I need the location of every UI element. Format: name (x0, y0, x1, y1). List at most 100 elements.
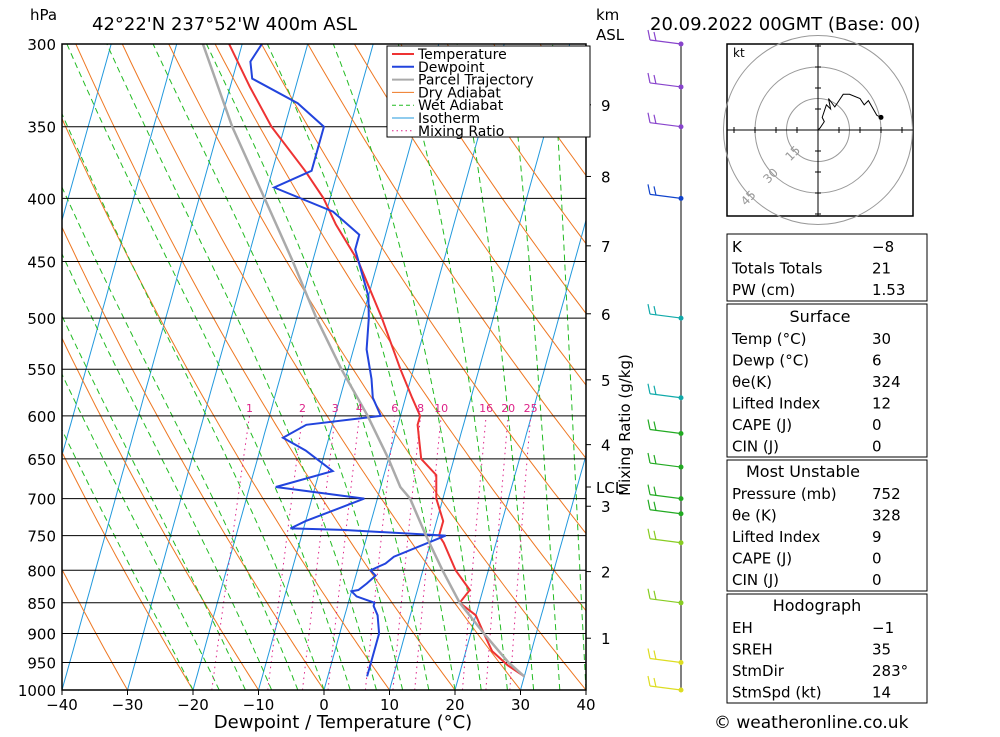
pressure-tick-label: 950 (27, 654, 56, 672)
height-tick-label: 2 (601, 564, 611, 582)
x-tick-label: 40 (576, 696, 595, 714)
wind-level-dot (679, 496, 684, 501)
hodograph-row-label: EH (732, 619, 753, 637)
mixing-ratio-tick-label: 2 (299, 402, 306, 415)
pressure-tick-label: 400 (27, 190, 56, 208)
copyright-text: © weatheronline.co.uk (714, 713, 909, 733)
location-title: 42°22'N 237°52'W 400m ASL (92, 14, 357, 35)
most-unstable-row-value: 0 (872, 550, 882, 568)
surface-row-value: 0 (872, 416, 882, 434)
wind-level-dot (679, 84, 684, 89)
km-unit-label: km (596, 6, 619, 24)
mixing-ratio-tick-label: 25 (524, 402, 538, 415)
pressure-tick-label: 750 (27, 528, 56, 546)
pressure-tick-label: 850 (27, 595, 56, 613)
isobars (62, 44, 586, 690)
surface-row-value: 6 (872, 352, 882, 370)
wind-level-dot (679, 316, 684, 321)
hodograph-end-dot (879, 115, 884, 120)
isotherm-line (455, 44, 635, 690)
wind-barb-feather (654, 531, 656, 540)
height-tick-label: 3 (601, 498, 611, 516)
most-unstable-row-label: Lifted Index (732, 528, 820, 546)
height-tick-label: 7 (601, 238, 611, 256)
wind-barb-feather (648, 304, 650, 314)
mixing-ratio-tick-label: 10 (434, 402, 448, 415)
hodograph-unit-label: kt (733, 46, 745, 60)
mixing-ratio-tick-label: 16 (479, 402, 493, 415)
mixing-ratio-tick-label: 3 (332, 402, 339, 415)
surface-row-value: 0 (872, 438, 882, 456)
wind-barb-feather (648, 676, 650, 686)
height-tick-label: 5 (601, 372, 611, 390)
most-unstable-row-label: CAPE (J) (732, 550, 792, 568)
surface-row-label: θe(K) (732, 373, 772, 391)
hodograph-row-label: StmSpd (kt) (732, 684, 822, 702)
wind-barb-feather (654, 591, 656, 600)
surface-heading: Surface (790, 307, 851, 326)
hodograph-row-value: 35 (872, 641, 891, 659)
pressure-tick-label: 350 (27, 119, 56, 137)
hpa-unit-label: hPa (30, 6, 57, 24)
wind-barb-feather (648, 648, 650, 658)
dry-adiabat-line (169, 44, 586, 690)
surface-row-label: CAPE (J) (732, 416, 792, 434)
wind-barb-feather (654, 186, 656, 195)
surface-row-value: 324 (872, 373, 901, 391)
wind-barb-shaft (650, 394, 681, 398)
wind-barb-shaft (650, 314, 681, 318)
pressure-tick-label: 600 (27, 408, 56, 426)
plot-frame (62, 44, 586, 690)
most-unstable-heading: Most Unstable (746, 462, 860, 481)
wet-adiabat-line (67, 44, 350, 690)
wind-barb-feather (648, 529, 650, 539)
height-tick-label: 4 (601, 437, 611, 455)
isotherm-line (259, 44, 439, 690)
wind-level-dot (679, 660, 684, 665)
dry-adiabat-line (958, 44, 1000, 690)
mixing-ratio-tick-label: 6 (391, 402, 398, 415)
mixing-ratio-line (303, 416, 336, 690)
pressure-tick-label: 300 (27, 36, 56, 54)
wind-level-dot (679, 688, 684, 693)
wind-barb-shaft (650, 539, 681, 543)
height-tick-label: 8 (601, 168, 611, 186)
wind-barb-shaft (650, 194, 681, 198)
wind-barb-feather (654, 306, 656, 315)
mixing-ratio-tick-label: 4 (356, 402, 363, 415)
wind-barb-feather (654, 455, 656, 464)
most-unstable-row-value: 328 (872, 507, 901, 525)
wind-level-dot (679, 540, 684, 545)
index-row-value: 21 (872, 260, 891, 278)
mixing-ratio-axis-label: Mixing Ratio (g/kg) (616, 354, 634, 496)
hodograph-row-value: 14 (872, 684, 891, 702)
wind-barb-shaft (650, 510, 681, 514)
mixing-ratio-line (328, 416, 359, 690)
isotherm-line (390, 44, 570, 690)
x-tick-label: −20 (177, 696, 209, 714)
wind-barb-feather (648, 384, 650, 394)
index-row-label: K (732, 238, 743, 256)
index-row-value: 1.53 (872, 281, 905, 299)
x-axis-label: Dewpoint / Temperature (°C) (214, 712, 472, 733)
wind-barb-shaft (650, 40, 681, 44)
most-unstable-row-value: 9 (872, 528, 882, 546)
wind-barb-feather (648, 589, 650, 599)
wind-barb-feather (654, 386, 656, 395)
wind-barb-feather (654, 487, 656, 496)
dry-adiabat-line (29, 44, 389, 690)
x-tick-label: 30 (511, 696, 530, 714)
wind-barb-shaft (650, 463, 681, 467)
dry-adiabat-line (0, 44, 128, 690)
surface-row-label: Lifted Index (732, 395, 820, 413)
mixing-ratio-tick-label: 1 (246, 402, 253, 415)
surface-row-label: Temp (°C) (731, 330, 806, 348)
index-row-label: Totals Totals (731, 260, 823, 278)
wind-barb-feather (648, 113, 650, 123)
wind-barb-shaft (650, 686, 681, 690)
wind-level-dot (679, 124, 684, 129)
